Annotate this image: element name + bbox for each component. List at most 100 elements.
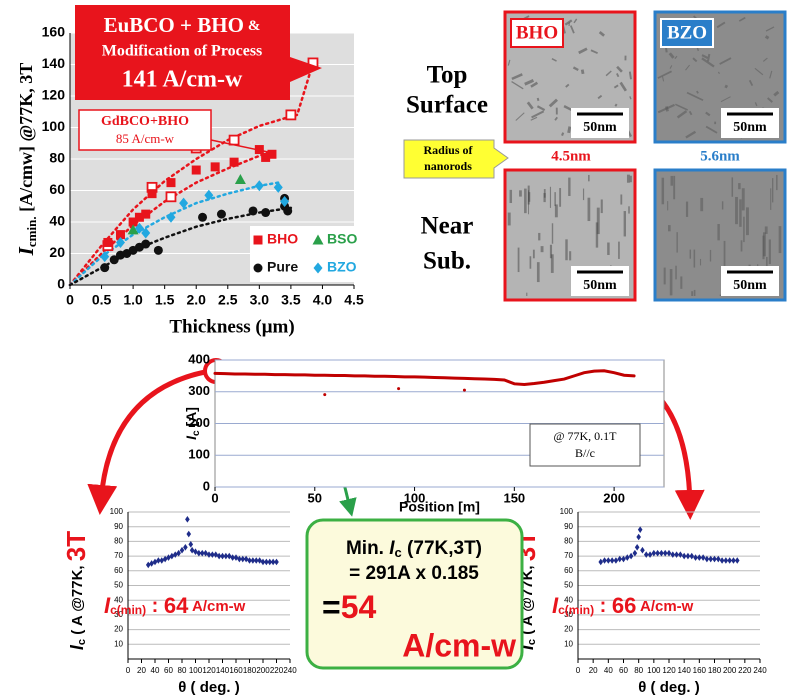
x-tick-label: 60 xyxy=(619,666,628,675)
point xyxy=(243,555,249,563)
x-tick-label: 0 xyxy=(126,666,131,675)
point xyxy=(206,551,212,558)
point xyxy=(147,189,157,199)
x-tick-label: 160 xyxy=(693,666,707,675)
tem-texture xyxy=(773,90,780,97)
y-tick-label: 120 xyxy=(42,87,66,103)
point xyxy=(128,217,138,227)
tem-texture xyxy=(705,125,718,134)
y-axis-label-part: 3T xyxy=(61,531,91,561)
point xyxy=(179,546,185,554)
point xyxy=(115,230,125,240)
annotation-part: I xyxy=(552,593,559,618)
point xyxy=(134,222,144,234)
y-tick-label: 200 xyxy=(188,415,210,430)
tem-texture xyxy=(738,16,746,22)
point xyxy=(172,551,178,558)
point xyxy=(674,551,679,558)
x-tick-label: 160 xyxy=(229,666,243,675)
y-tick-label: 10 xyxy=(114,639,123,648)
summary-line-part: (77K,3T) xyxy=(402,538,482,559)
tem-texture xyxy=(674,55,678,60)
note-text: @ 77K, 0.1T xyxy=(553,429,617,443)
y-tick-label: 40 xyxy=(114,595,123,604)
tem-image-frame xyxy=(503,10,637,144)
y-tick-label: 80 xyxy=(564,537,573,546)
x-tick-label: 20 xyxy=(137,666,146,675)
x-tick-label: 50 xyxy=(308,490,322,505)
column-label-box xyxy=(510,18,564,48)
tem-texture xyxy=(685,130,697,139)
point xyxy=(708,555,714,563)
point xyxy=(624,554,630,561)
tem-texture xyxy=(613,84,619,89)
x-tick-label: 240 xyxy=(753,666,767,675)
tem-texture xyxy=(669,65,673,69)
summary-line-part: c xyxy=(395,545,402,560)
point xyxy=(685,552,691,560)
y-tick-label: 90 xyxy=(564,522,573,531)
y-axis-label-part: c xyxy=(526,639,538,645)
x-tick-label: 200 xyxy=(256,666,270,675)
x-axis-label: θ ( deg. ) xyxy=(178,679,239,696)
x-tick-label: 180 xyxy=(708,666,722,675)
point xyxy=(670,551,676,558)
legend-box xyxy=(250,226,368,282)
y-axis-label-part: I xyxy=(183,435,199,440)
callout-box xyxy=(78,109,212,151)
y-axis-label-part: cmin. xyxy=(24,216,39,247)
point xyxy=(159,557,165,564)
point xyxy=(100,251,110,263)
y-tick-label: 40 xyxy=(564,595,573,604)
tem-texture xyxy=(565,83,570,88)
callout-text: EuBCO + BHO & xyxy=(104,13,261,37)
point xyxy=(230,554,235,561)
annotation-part: 66 xyxy=(612,593,636,618)
point xyxy=(179,197,189,209)
tem-texture xyxy=(572,66,579,72)
annotation: Ic(min) : 66 A/cm-w xyxy=(552,593,694,618)
x-tick-label: 4.5 xyxy=(344,292,364,308)
y-tick-label: 50 xyxy=(114,581,123,590)
summary-line: = 291A x 0.185 xyxy=(349,563,479,584)
point xyxy=(704,555,710,563)
y-axis-label-part: I xyxy=(67,644,87,650)
x-tick-label: 1.0 xyxy=(123,292,143,308)
point xyxy=(183,543,188,551)
point xyxy=(247,557,252,564)
point xyxy=(216,209,226,219)
y-tick-label: 60 xyxy=(49,181,65,197)
tem-texture xyxy=(564,19,573,26)
point xyxy=(234,173,246,184)
x-tick-label: 80 xyxy=(634,666,643,675)
summary-line-part: I xyxy=(389,538,395,559)
point xyxy=(210,551,215,558)
y-axis-label-part: c xyxy=(191,430,202,436)
tem-texture xyxy=(551,58,557,62)
x-tick-label: 80 xyxy=(178,666,187,675)
point xyxy=(191,165,201,175)
summary-line: Min. Ic (77K,3T) xyxy=(346,538,482,560)
point xyxy=(617,555,623,563)
tem-texture xyxy=(688,110,693,116)
point xyxy=(226,552,232,560)
y-axis-label-part: I xyxy=(14,246,38,256)
tem-texture xyxy=(563,105,573,112)
point xyxy=(162,555,168,563)
annotation-part: A/cm-w xyxy=(188,598,245,615)
point xyxy=(188,541,194,548)
row-label: Sub. xyxy=(423,248,471,275)
point xyxy=(257,557,262,564)
radius-value: 5.6nm xyxy=(700,148,740,164)
x-tick-label: 4.0 xyxy=(313,292,333,308)
point xyxy=(260,558,266,566)
x-tick-label: 60 xyxy=(164,666,173,675)
annotation-part: c(min) xyxy=(558,603,594,617)
x-tick-label: 100 xyxy=(647,666,661,675)
tem-texture xyxy=(554,116,558,121)
y-tick-label: 20 xyxy=(564,625,573,634)
point xyxy=(165,191,177,203)
point xyxy=(199,549,205,557)
callout-box xyxy=(75,5,322,100)
tem-texture xyxy=(628,71,632,80)
